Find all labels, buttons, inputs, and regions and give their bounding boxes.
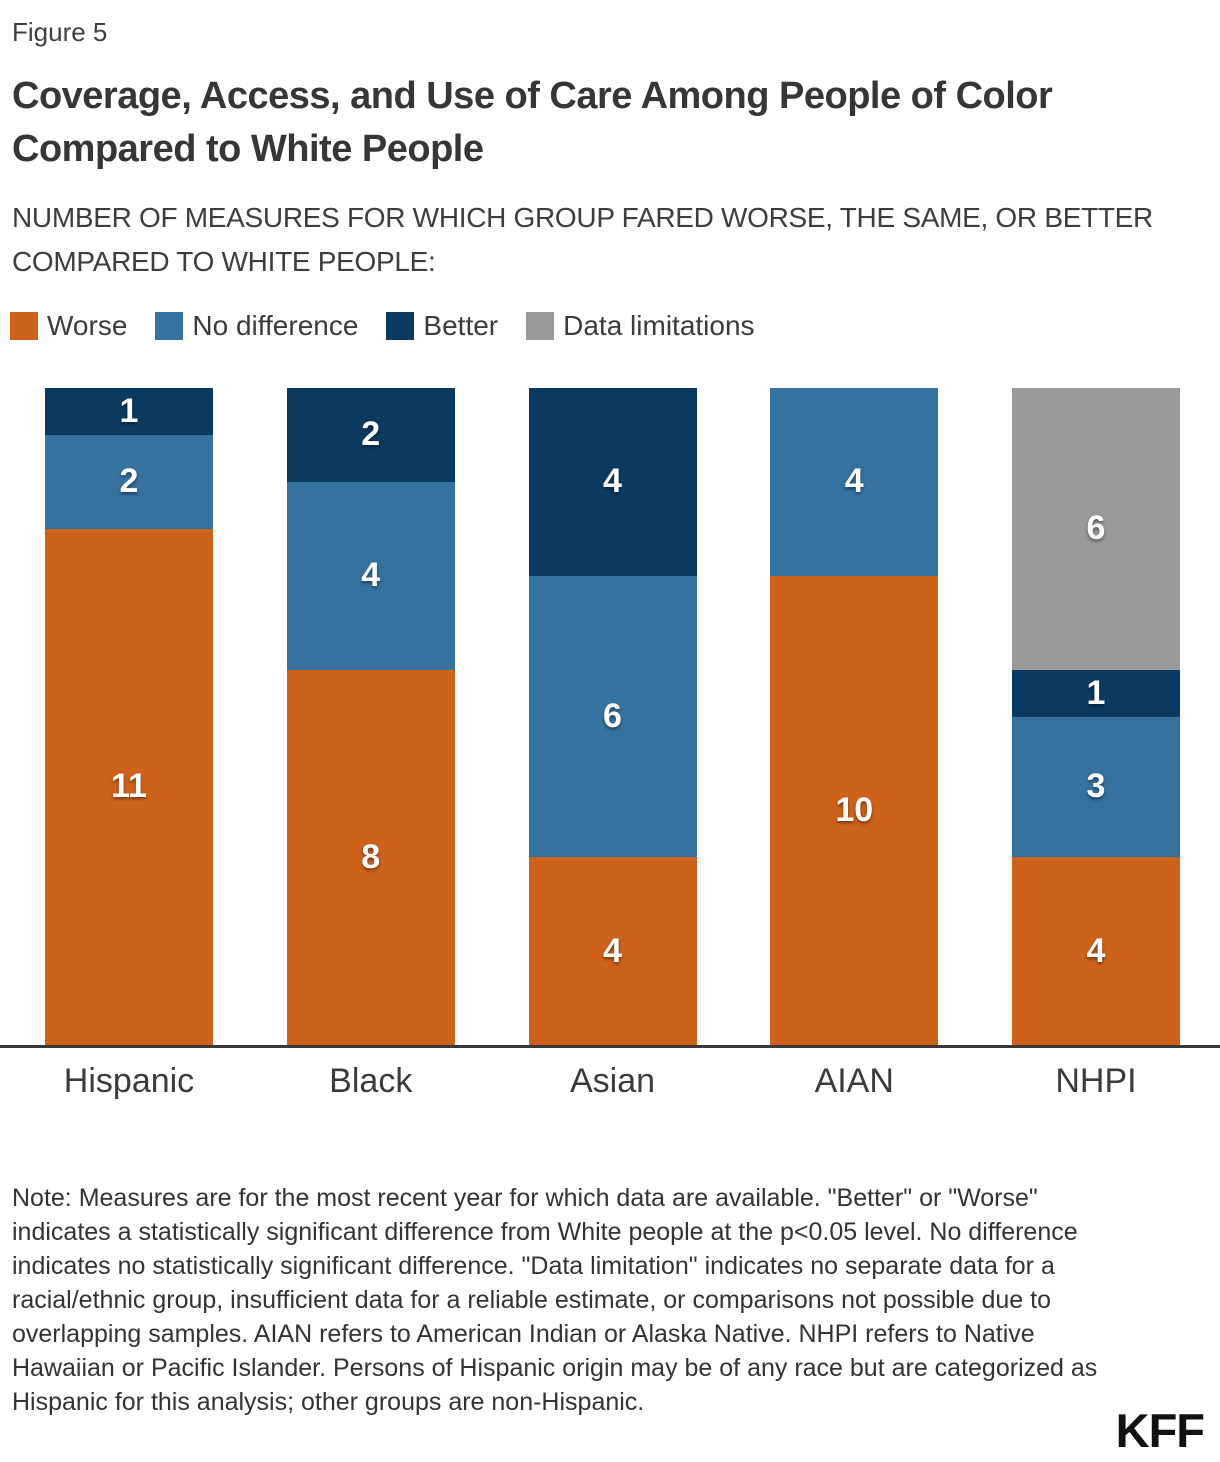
x-axis-label-asian: Asian [569, 1062, 656, 1100]
bar-segment-no-difference: 4 [286, 481, 455, 670]
chart-subtitle: NUMBER OF MEASURES FOR WHICH GROUP FARED… [12, 202, 1153, 277]
bars-area: 11 2 1 8 4 2 4 6 4 10 4 4 3 1 6 [0, 388, 1220, 1045]
x-axis-label-black: Black [329, 1062, 413, 1100]
segment-value-label: 4 [603, 462, 622, 501]
legend-label: Better [423, 310, 499, 341]
segment-value-label: 6 [1086, 509, 1106, 548]
segment-value-label: 3 [1086, 767, 1106, 806]
legend-swatch-icon [386, 312, 415, 340]
bar-segment-worse: 4 [1012, 857, 1180, 1045]
segment-value-label: 1 [119, 391, 139, 430]
segment-value-label: 4 [1086, 931, 1106, 970]
segment-value-label: 4 [361, 556, 381, 595]
legend-swatch-icon [10, 312, 38, 340]
bar-aian: 10 4 [770, 388, 939, 1045]
x-axis-label-nhpi: NHPI [1055, 1062, 1137, 1100]
legend-label: Worse [47, 310, 128, 341]
segment-value-label: 10 [835, 790, 874, 829]
chart-title: Coverage, Access, and Use of Care Among … [12, 75, 1053, 170]
legend-item-data-limitations: Data limitations [526, 310, 755, 342]
legend-swatch-icon [155, 312, 184, 340]
segment-value-label: 4 [844, 462, 864, 501]
bar-segment-better: 1 [1012, 669, 1180, 717]
bar-segment-no-difference: 4 [770, 388, 939, 576]
bar-black: 8 4 2 [286, 388, 455, 1045]
segment-value-label: 11 [111, 767, 147, 806]
kff-logo: KFF [1115, 1404, 1205, 1457]
legend-item-better: Better [386, 310, 498, 342]
x-axis-label-aian: AIAN [814, 1062, 894, 1100]
bar-asian: 4 6 4 [528, 388, 697, 1045]
bar-segment-better: 1 [45, 388, 213, 435]
x-axis-labels: Hispanic Black Asian AIAN NHPI [0, 1062, 1220, 1101]
legend-label: No difference [192, 310, 359, 341]
legend-item-worse: Worse [10, 310, 127, 342]
legend-item-no-difference: No difference [155, 310, 358, 342]
figure-label: Figure 5 [12, 17, 108, 47]
bar-segment-no-difference: 2 [45, 434, 213, 529]
x-axis-line [0, 1045, 1220, 1048]
segment-value-label: 6 [603, 697, 622, 736]
segment-value-label: 8 [361, 837, 381, 876]
legend-swatch-icon [526, 312, 555, 340]
legend-label: Data limitations [563, 310, 755, 341]
bar-segment-worse: 4 [528, 857, 697, 1045]
bar-segment-worse: 10 [770, 575, 939, 1045]
footnote: Note: Measures are for the most recent y… [12, 1184, 1098, 1416]
segment-value-label: 2 [119, 462, 139, 501]
bar-segment-worse: 8 [286, 669, 455, 1045]
legend: Worse No difference Better Data limitations [10, 310, 1220, 342]
bar-nhpi: 4 3 1 6 [1012, 388, 1180, 1045]
bar-segment-better: 2 [286, 388, 455, 482]
bar-segment-no-difference: 3 [1012, 716, 1180, 858]
bar-hispanic: 11 2 1 [45, 388, 213, 1045]
bar-segment-worse: 11 [45, 528, 213, 1045]
segment-value-label: 4 [603, 931, 622, 970]
bar-segment-data-limitations: 6 [1012, 388, 1180, 670]
segment-value-label: 1 [1086, 673, 1106, 712]
bar-segment-no-difference: 6 [528, 575, 697, 858]
stacked-bar-chart: 11 2 1 8 4 2 4 6 4 10 4 4 3 1 6 Hispanic Black Asian AIAN… [0, 388, 1220, 1101]
bar-segment-better: 4 [528, 388, 697, 576]
x-axis-label-hispanic: Hispanic [63, 1062, 195, 1100]
segment-value-label: 2 [361, 415, 381, 454]
